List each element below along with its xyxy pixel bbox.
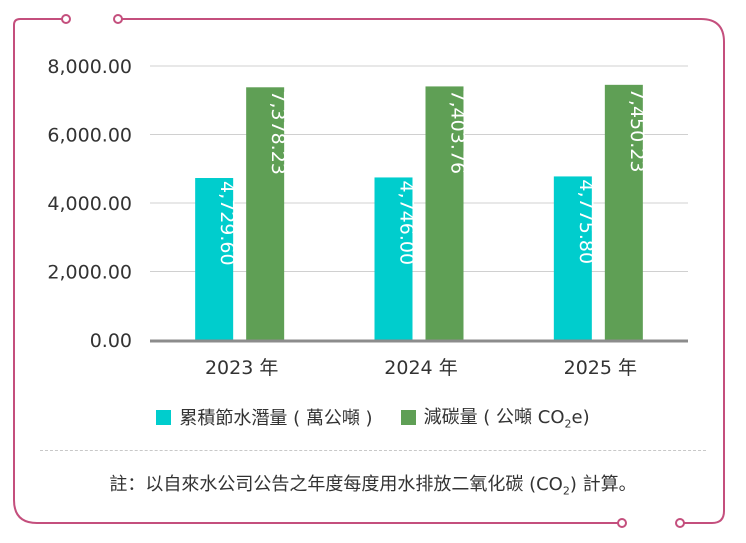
y-tick-label: 2,000.00 (47, 262, 132, 284)
frame-border (13, 18, 725, 524)
x-category-label: 2025 年 (564, 357, 637, 379)
bar (246, 87, 285, 340)
y-axis-ticks: 0.00 2,000.00 4,000.00 6,000.00 8,000.00 (47, 56, 132, 352)
legend-item-water-saving: 累積節水潛量 ( 萬公噸 ) (156, 404, 373, 430)
frame-dot (617, 518, 627, 528)
legend-label-water-saving: 累積節水潛量 ( 萬公噸 ) (179, 408, 373, 429)
legend-swatch-carbon-reduction (400, 409, 416, 425)
bar-data-label: 4,775.80 (575, 179, 597, 264)
y-tick-label: 6,000.00 (47, 125, 132, 147)
y-tick-label: 4,000.00 (47, 193, 132, 215)
bar-data-label: 4,729.60 (216, 181, 238, 266)
y-tick-label: 8,000.00 (47, 56, 132, 78)
gridlines (150, 65, 688, 272)
y-tick-label: 0.00 (90, 330, 132, 352)
legend-swatch-water-saving (156, 409, 172, 425)
bar-data-label: 7,378.23 (267, 90, 289, 175)
bar (553, 176, 592, 340)
chart-legend: 累積節水潛量 ( 萬公噸 ) 減碳量 ( 公噸 CO2e) (0, 403, 746, 431)
frame-dot (113, 14, 123, 24)
dashed-divider (40, 450, 706, 451)
frame-dot (61, 14, 71, 24)
bar-data-label: 7,450.23 (626, 88, 648, 173)
bar-data-labels: 4,729.60 7,378.23 4,746.00 7,403.76 4,775.80… (216, 88, 648, 266)
footnote: 註：以自來水公司公告之年度每度用水排放二氧化碳 (CO2) 計算。 (109, 474, 637, 498)
legend-item-carbon-reduction: 減碳量 ( 公噸 CO2e) (400, 403, 590, 431)
x-category-label: 2023 年 (205, 357, 278, 379)
bar-data-label: 4,746.00 (396, 180, 418, 265)
frame-dot (675, 518, 685, 528)
legend-label-carbon-reduction: 減碳量 ( 公噸 CO2e) (423, 407, 590, 431)
bar-data-label: 7,403.76 (447, 89, 469, 174)
bar (425, 86, 464, 340)
bar (604, 84, 643, 340)
bars (195, 84, 643, 340)
bar (374, 177, 413, 340)
x-axis-categories: 2023 年 2024 年 2025 年 (205, 357, 637, 379)
x-category-label: 2024 年 (384, 357, 457, 379)
bar-chart: 0.00 2,000.00 4,000.00 6,000.00 8,000.00 4,7… (47, 56, 688, 379)
bar (195, 178, 234, 340)
